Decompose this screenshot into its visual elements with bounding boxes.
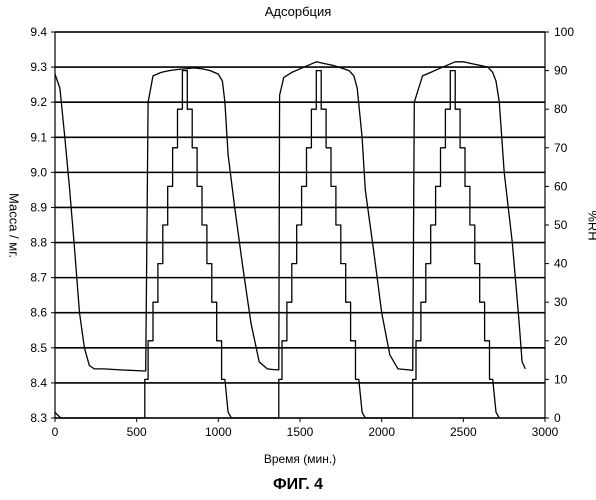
y-right-tick-label-8: 80 xyxy=(554,102,568,116)
y-axis-right-label: %RH xyxy=(586,186,596,266)
x-tick-label-6: 3000 xyxy=(532,425,559,439)
x-tick-label-2: 1000 xyxy=(205,425,232,439)
y-left-tick-label-1: 8.4 xyxy=(30,376,47,390)
x-tick-label-1: 500 xyxy=(127,425,147,439)
y-left-tick-label-3: 8.6 xyxy=(30,306,47,320)
y-right-tick-label-0: 0 xyxy=(554,411,561,425)
x-tick-label-4: 2000 xyxy=(368,425,395,439)
y-left-tick-label-5: 8.8 xyxy=(30,236,47,250)
y-left-tick-label-11: 9.4 xyxy=(30,25,47,39)
y-right-tick-label-4: 40 xyxy=(554,257,568,271)
y-left-tick-label-10: 9.3 xyxy=(30,60,47,74)
y-left-tick-label-4: 8.7 xyxy=(30,271,47,285)
y-left-tick-label-0: 8.3 xyxy=(30,411,47,425)
y-right-tick-label-7: 70 xyxy=(554,141,568,155)
y-right-tick-label-3: 30 xyxy=(554,295,568,309)
y-left-tick-label-2: 8.5 xyxy=(30,341,47,355)
y-left-tick-label-8: 9.1 xyxy=(30,130,47,144)
y-right-tick-label-5: 50 xyxy=(554,218,568,232)
y-right-tick-label-1: 10 xyxy=(554,372,568,386)
x-tick-label-0: 0 xyxy=(52,425,59,439)
y-left-tick-label-7: 9.0 xyxy=(30,165,47,179)
y-left-tick-label-9: 9.2 xyxy=(30,95,47,109)
x-axis-label: Время (мин.) xyxy=(200,452,400,466)
y-left-tick-label-6: 8.9 xyxy=(30,200,47,214)
x-tick-label-3: 1500 xyxy=(287,425,314,439)
x-tick-label-5: 2500 xyxy=(450,425,477,439)
rh-series-line xyxy=(55,71,499,418)
line-chart: 8.3 8.4 8.5 8.6 8.7 8.8 8.9 9.0 9.1 9.2 9.3 9.4 0 10 2… xyxy=(0,0,596,470)
y-right-tick-label-2: 20 xyxy=(554,334,568,348)
y-right-tick-label-9: 90 xyxy=(554,64,568,78)
y-right-tick-label-10: 100 xyxy=(554,25,574,39)
y-axis-left-label: Масса / мг. xyxy=(7,186,22,266)
y-right-tick-label-6: 60 xyxy=(554,179,568,193)
figure-caption: ФИГ. 4 xyxy=(0,476,596,494)
